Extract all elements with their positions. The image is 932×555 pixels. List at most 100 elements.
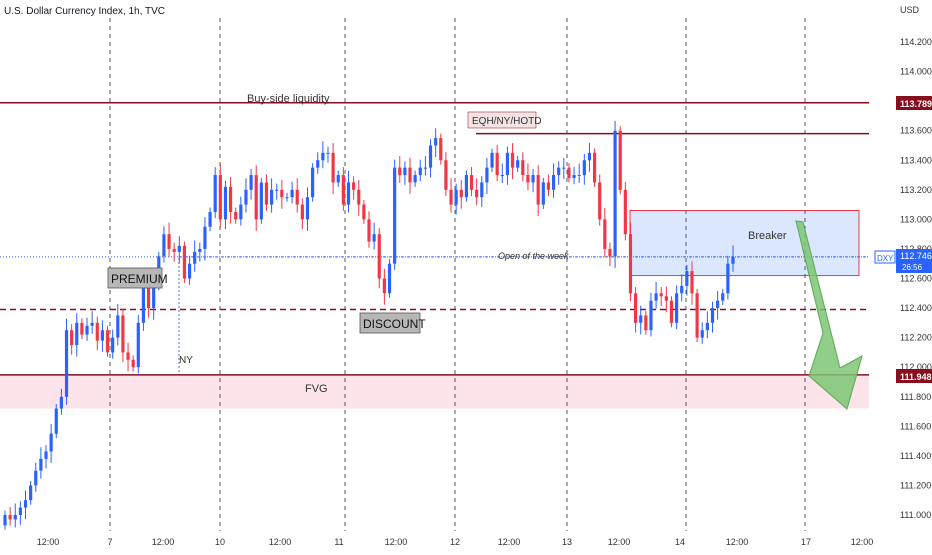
price-tick-label: 113.400 [900, 155, 932, 165]
time-tick-label: 13 [562, 537, 572, 547]
svg-text:113.789: 113.789 [900, 99, 932, 109]
candle-body [726, 263, 730, 294]
candle-body [372, 234, 376, 242]
candle-body [485, 167, 489, 183]
time-tick-label: 12:00 [608, 537, 631, 547]
candle-body [3, 515, 7, 526]
candle-body [413, 175, 417, 183]
candle-body [469, 175, 474, 190]
time-tick-label: 12:00 [385, 537, 408, 547]
candle-body [23, 500, 28, 508]
price-tick-label: 111.200 [900, 480, 931, 490]
price-tick-label: 113.000 [900, 214, 932, 224]
candle-body [664, 296, 668, 301]
chart-title: U.S. Dollar Currency Index, 1h, TVC [4, 6, 165, 17]
candle-body [680, 285, 684, 294]
candle-body [710, 308, 715, 323]
candle-body [70, 330, 74, 346]
candle-body [654, 293, 658, 301]
candle-body [34, 470, 38, 486]
candle-body [634, 293, 638, 323]
candle-body [475, 189, 479, 198]
candle-body [618, 130, 622, 190]
candle-body [669, 300, 674, 323]
candle-body [490, 152, 494, 168]
eqh-label-box [467, 111, 537, 129]
current-symbol-label: DXY [877, 254, 894, 263]
candle-body [141, 285, 146, 323]
discount-label: DISCOUNT [363, 317, 426, 331]
candle-body [721, 293, 725, 301]
time-axis[interactable]: 12:00 7 12:00 10 12:00 11 12:00 12 12:00 13 12:00 1… [0, 531, 873, 550]
candle-body [116, 315, 120, 338]
candle-body [690, 271, 694, 294]
candle-body [731, 256, 735, 264]
price-tick-label: 112.000 [900, 362, 932, 372]
bearish-arrow [795, 220, 863, 410]
candle-body [111, 337, 115, 353]
candle-body [367, 219, 371, 242]
candle-body [562, 167, 566, 169]
candle-body [239, 204, 243, 220]
candle-body [136, 322, 140, 368]
candle-body [254, 175, 258, 220]
candle-body [608, 248, 612, 257]
time-tick-label: 12:00 [37, 537, 60, 547]
candle-body [305, 197, 310, 220]
candle-body [505, 152, 510, 176]
time-tick-label: 12:00 [498, 537, 521, 547]
candle-body [700, 330, 704, 338]
candle-body [121, 315, 125, 353]
candle-body [598, 182, 602, 220]
candle-body [177, 245, 181, 252]
candle-body [352, 182, 356, 190]
candle-body [331, 152, 335, 183]
candle-body [275, 189, 279, 191]
premium-label-box [107, 267, 163, 289]
candle-body [675, 293, 679, 323]
price-axis[interactable]: USD 114.200114.000113.800113.600113.4001… [869, 0, 932, 550]
current-price-label: 112.746 [900, 251, 932, 261]
candle-body [449, 189, 453, 205]
candle-body [100, 330, 104, 341]
svg-text:111.948: 111.948 [900, 372, 932, 382]
candle-body [387, 263, 392, 294]
candle-body [187, 263, 192, 279]
candle-body [172, 248, 176, 252]
candle-body [162, 234, 166, 257]
price-tick-label: 112.800 [900, 244, 932, 254]
candle-body [628, 234, 633, 294]
candle-body [341, 175, 345, 205]
candle-body [90, 322, 94, 326]
time-tick-label: 12 [450, 537, 460, 547]
candle-body [223, 186, 228, 220]
ny-label: NY [179, 355, 193, 366]
candle-body [182, 245, 187, 279]
time-tick-label: 12:00 [726, 537, 749, 547]
candle-body [398, 167, 402, 176]
candle-body [193, 251, 197, 264]
candle-body [29, 485, 33, 501]
candle-body [639, 315, 643, 323]
candle-body [393, 167, 397, 264]
candle-body [541, 182, 545, 205]
price-tick-label: 111.000 [900, 510, 931, 520]
candle-body [39, 458, 43, 471]
time-tick-label: 12:00 [269, 537, 292, 547]
open-of-week-label: Open of the week [498, 251, 569, 261]
candle-body [311, 167, 315, 198]
candle-body [131, 359, 135, 368]
countdown-label: 26:56 [902, 263, 923, 272]
candle-body [403, 167, 407, 176]
candle-body [295, 189, 299, 205]
candle-body [264, 182, 269, 205]
candle-body [377, 234, 381, 279]
candle-body [592, 152, 597, 183]
candle-body [459, 189, 463, 198]
candles [3, 120, 735, 530]
candle-body [290, 189, 294, 198]
time-tick-label: 17 [801, 537, 811, 547]
candle-body [346, 182, 351, 205]
